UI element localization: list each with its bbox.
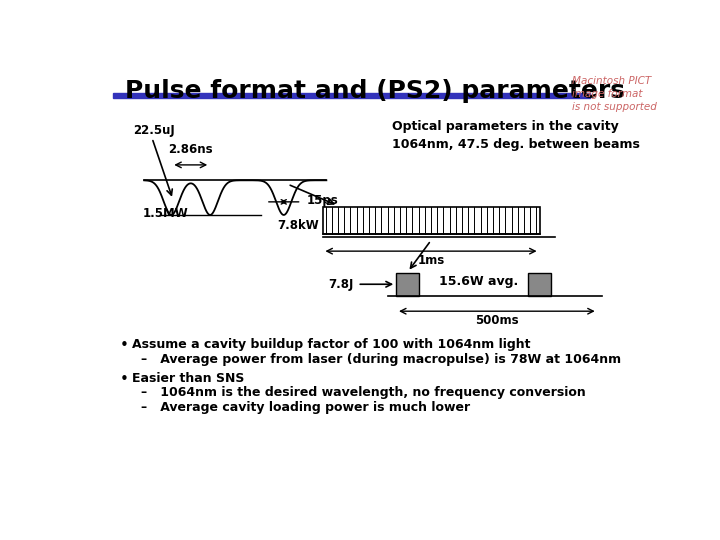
- Text: Assume a cavity buildup factor of 100 with 1064nm light: Assume a cavity buildup factor of 100 wi…: [132, 338, 531, 351]
- Text: –   1064nm is the desired wavelength, no frequency conversion: – 1064nm is the desired wavelength, no f…: [141, 387, 586, 400]
- Text: Optical parameters in the cavity
1064nm, 47.5 deg. between beams: Optical parameters in the cavity 1064nm,…: [392, 120, 640, 151]
- Text: Pulse format and (PS2) parameters: Pulse format and (PS2) parameters: [125, 79, 625, 103]
- Bar: [323, 207, 539, 234]
- Text: 1ms: 1ms: [418, 254, 445, 267]
- Text: 15ps: 15ps: [307, 194, 338, 207]
- Text: Macintosh PICT
image format
is not supported: Macintosh PICT image format is not suppo…: [572, 76, 657, 112]
- Text: 2.86ns: 2.86ns: [168, 143, 213, 156]
- Text: 22.5uJ: 22.5uJ: [132, 124, 174, 137]
- Text: 500ms: 500ms: [475, 314, 518, 327]
- Text: •: •: [120, 372, 128, 387]
- Text: •: •: [120, 338, 128, 353]
- Bar: [528, 273, 551, 296]
- Text: 7.8kW: 7.8kW: [277, 219, 319, 232]
- Bar: [113, 92, 590, 98]
- Text: Easier than SNS: Easier than SNS: [132, 372, 244, 385]
- Text: 7.8J: 7.8J: [328, 278, 354, 291]
- Text: –   Average power from laser (during macropulse) is 78W at 1064nm: – Average power from laser (during macro…: [141, 353, 621, 366]
- Text: –   Average cavity loading power is much lower: – Average cavity loading power is much l…: [141, 401, 470, 414]
- Text: 1.5MW: 1.5MW: [143, 207, 189, 220]
- Text: 15.6W avg.: 15.6W avg.: [438, 275, 518, 288]
- Bar: [396, 273, 419, 296]
